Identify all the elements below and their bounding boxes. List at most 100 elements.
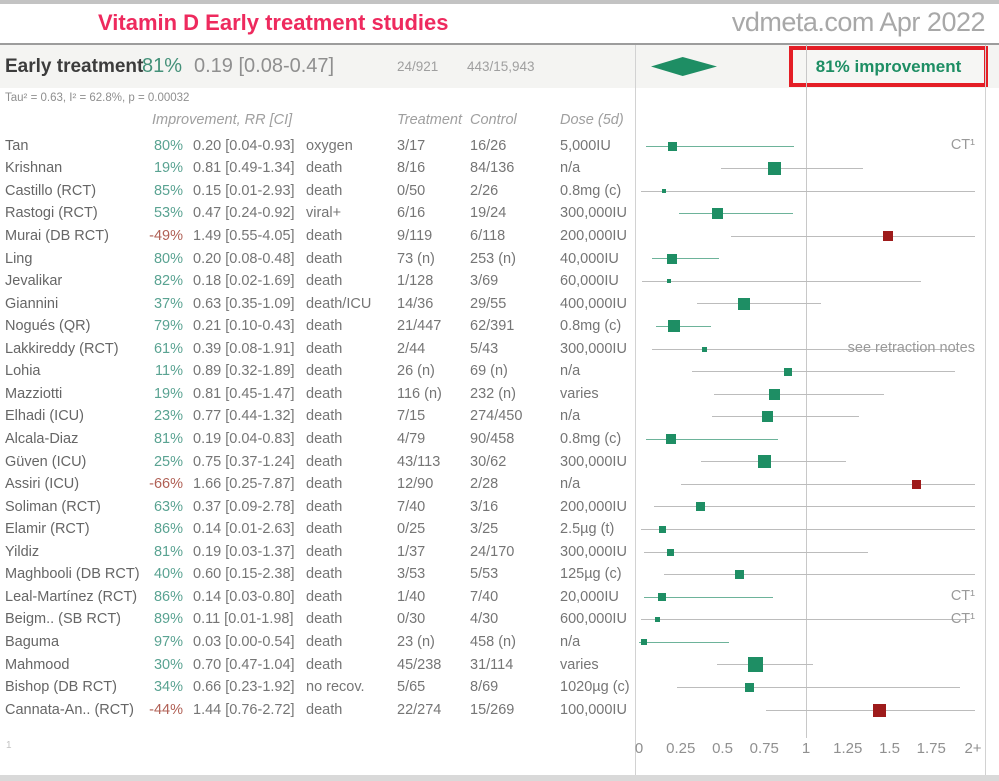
study-row: Alcala-Diaz 81% 0.19 [0.04-0.83] death 4/79 9… — [0, 428, 636, 451]
study-control: 90/458 — [470, 431, 515, 447]
effect-marker — [667, 548, 675, 556]
study-rr-ci: 0.60 [0.15-2.38] — [193, 566, 295, 583]
study-rr-ci: 0.63 [0.35-1.09] — [193, 295, 295, 312]
study-name: Bishop (DB RCT) — [5, 679, 117, 696]
axis-tick-label: 2+ — [964, 740, 982, 757]
study-outcome: death — [306, 588, 343, 605]
study-outcome: death — [306, 498, 343, 515]
study-outcome: death — [306, 543, 343, 560]
ci-line — [730, 235, 975, 237]
study-improvement: 85% — [153, 182, 183, 199]
study-control: 5/43 — [470, 340, 499, 357]
study-improvement: -49% — [149, 227, 183, 244]
study-name: Jevalikar — [5, 273, 63, 290]
ci-line — [644, 551, 868, 553]
study-control: 62/391 — [470, 318, 515, 335]
study-outcome: death — [306, 250, 343, 267]
study-outcome: death — [306, 363, 343, 380]
study-treatment: 1/40 — [397, 588, 426, 605]
effect-marker — [667, 141, 677, 151]
ci-line — [680, 483, 975, 485]
study-improvement: 80% — [153, 137, 183, 154]
study-treatment: 26 (n) — [397, 363, 435, 380]
effect-marker — [658, 526, 666, 534]
study-treatment: 0/50 — [397, 182, 426, 199]
effect-marker — [668, 320, 681, 333]
study-rr-ci: 0.20 [0.04-0.93] — [193, 137, 295, 154]
study-treatment: 14/36 — [397, 295, 434, 312]
effect-marker — [748, 657, 764, 673]
effect-marker — [658, 593, 667, 602]
footnote-marker: 1 — [6, 740, 12, 751]
study-outcome: oxygen — [306, 137, 353, 154]
study-name: Alcala-Diaz — [5, 431, 79, 447]
study-dose: 200,000IU — [560, 227, 627, 244]
study-name: Tan — [5, 137, 29, 154]
study-outcome: death/ICU — [306, 295, 372, 312]
axis-tick-label: 0.75 — [749, 740, 779, 757]
study-outcome: death — [306, 182, 343, 199]
study-control: 8/69 — [470, 679, 499, 696]
study-dose: varies — [560, 385, 599, 402]
study-rr-ci: 1.44 [0.76-2.72] — [193, 701, 295, 718]
reference-line-rr1 — [806, 45, 807, 738]
study-improvement: -66% — [149, 476, 183, 493]
study-dose: 200,000IU — [560, 498, 627, 515]
effect-marker — [872, 703, 886, 717]
study-name: Assiri (ICU) — [5, 476, 80, 493]
study-row: Beigm.. (SB RCT) 89% 0.11 [0.01-1.98] death… — [0, 608, 636, 631]
study-control: 253 (n) — [470, 250, 516, 267]
effect-marker — [701, 346, 707, 352]
table-plot-separator — [635, 45, 636, 775]
study-control: 69 (n) — [470, 363, 508, 380]
study-dose: 300,000IU — [560, 340, 627, 357]
ci-line — [644, 596, 773, 598]
study-treatment: 0/30 — [397, 611, 426, 628]
plot-annotation: see retraction notes — [847, 340, 975, 357]
study-name: Elamir (RCT) — [5, 521, 90, 538]
study-rr-ci: 0.19 [0.03-1.37] — [193, 543, 295, 560]
study-dose: 0.8mg (c) — [560, 431, 622, 447]
effect-marker — [662, 189, 667, 194]
ci-line — [765, 709, 975, 711]
study-treatment: 73 (n) — [397, 250, 435, 267]
study-control: 19/24 — [470, 205, 507, 222]
study-treatment: 7/40 — [397, 498, 426, 515]
study-name: Krishnan — [5, 160, 63, 177]
axis-tick-label: 0 — [634, 740, 644, 757]
study-rr-ci: 0.03 [0.00-0.54] — [193, 634, 295, 651]
study-dose: 100,000IU — [560, 701, 627, 718]
study-outcome: death — [306, 634, 343, 651]
effect-marker — [654, 617, 660, 623]
study-rr-ci: 0.15 [0.01-2.93] — [193, 182, 295, 199]
study-improvement: 81% — [153, 431, 183, 447]
ci-line — [640, 529, 975, 531]
study-dose: n/a — [560, 160, 581, 177]
study-improvement: 53% — [153, 205, 183, 222]
ci-line — [655, 325, 711, 327]
study-name: Mazziotti — [5, 385, 63, 402]
study-name: Soliman (RCT) — [5, 498, 101, 515]
ci-line — [640, 619, 970, 621]
study-treatment: 1/128 — [397, 273, 434, 290]
effect-marker — [738, 297, 751, 310]
study-dose: 300,000IU — [560, 453, 627, 470]
study-rr-ci: 0.47 [0.24-0.92] — [193, 205, 295, 222]
axis-tick-label: 1.5 — [879, 740, 900, 757]
axis-tick-label: 1 — [801, 740, 811, 757]
study-name: Ling — [5, 250, 33, 267]
site-watermark: vdmeta.com Apr 2022 — [731, 7, 986, 37]
study-row: Tan 80% 0.20 [0.04-0.93] oxygen 3/17 16/26 5,0… — [0, 135, 636, 158]
study-dose: 40,000IU — [560, 250, 619, 267]
column-header-control: Control — [470, 112, 517, 128]
study-rr-ci: 0.81 [0.45-1.47] — [193, 385, 295, 402]
effect-marker — [667, 253, 678, 264]
study-outcome: no recov. — [306, 679, 365, 696]
study-improvement: 89% — [153, 611, 183, 628]
study-rr-ci: 0.11 [0.01-1.98] — [193, 611, 294, 628]
study-control: 232 (n) — [470, 385, 516, 402]
study-control: 5/53 — [470, 566, 499, 583]
study-improvement: 80% — [153, 250, 183, 267]
